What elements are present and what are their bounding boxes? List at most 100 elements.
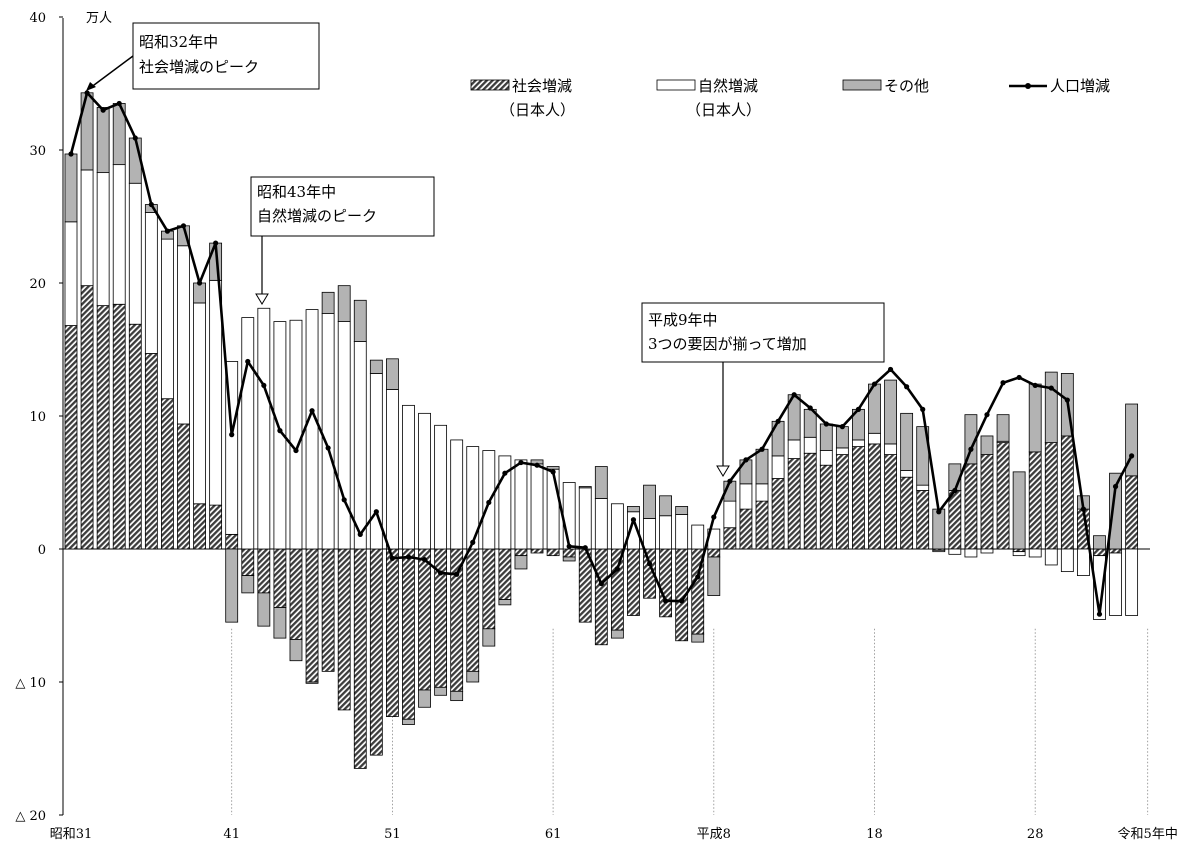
bar-other <box>1109 472 1122 550</box>
line-point <box>646 561 653 567</box>
bar-stack <box>289 319 303 662</box>
bar-other <box>707 556 721 596</box>
annotation-arrowhead-three-factors <box>716 465 730 477</box>
bar-natural <box>241 317 255 550</box>
x-tick-label: 平成8 <box>697 827 731 842</box>
bar-social <box>1125 475 1139 550</box>
line-point <box>887 366 894 373</box>
bar-natural <box>819 450 833 466</box>
bar-stack <box>964 414 978 558</box>
bar-other <box>755 448 769 485</box>
bar-other <box>305 681 319 684</box>
bar-other <box>835 426 849 449</box>
annotation-arrowhead-social-peak <box>86 82 96 91</box>
line-point <box>759 446 765 452</box>
bar-natural <box>964 548 978 558</box>
annotation-box-social-peak <box>132 22 320 90</box>
bar-natural <box>852 439 865 447</box>
bar-natural <box>80 169 94 287</box>
bar-stack <box>627 506 640 616</box>
bar-social <box>627 548 640 616</box>
bar-natural <box>578 487 592 550</box>
bar-other <box>450 690 464 702</box>
bar-social <box>305 548 319 683</box>
bar-other <box>691 633 705 643</box>
bar-social <box>1109 548 1122 554</box>
bar-social <box>128 323 142 550</box>
bar-other <box>257 592 271 627</box>
bar-stack <box>675 506 689 642</box>
bar-natural <box>337 321 351 550</box>
line-point <box>1000 380 1006 386</box>
bar-social <box>514 548 528 557</box>
line-point <box>245 358 251 365</box>
bar-natural <box>1060 548 1074 573</box>
bar-stack <box>1028 383 1042 558</box>
bar-social <box>482 548 496 630</box>
bar-natural <box>530 463 544 550</box>
line-point <box>180 223 187 229</box>
bar-stack <box>755 448 769 550</box>
line-point <box>293 447 299 454</box>
line-point <box>1096 611 1103 617</box>
bar-social <box>161 398 174 550</box>
bar-other <box>1012 471 1026 550</box>
line-point <box>470 539 476 545</box>
bar-other <box>193 282 206 304</box>
line-point <box>1032 382 1038 389</box>
bar-natural <box>273 321 287 550</box>
legend-swatch-social <box>470 79 510 91</box>
bar-other <box>1125 403 1139 477</box>
legend-label-social: 社会増減 <box>512 77 572 95</box>
bar-social <box>1093 548 1106 557</box>
bar-natural <box>723 500 737 529</box>
bar-social <box>418 548 431 691</box>
bar-other <box>610 629 624 639</box>
line-point <box>904 384 910 390</box>
bar-stack <box>707 528 721 596</box>
bar-other <box>1044 371 1058 443</box>
bar-other <box>659 495 672 517</box>
line-point <box>855 406 862 412</box>
bar-stack <box>948 463 962 555</box>
bar-stack <box>771 420 785 550</box>
legend-item-other: その他 <box>842 77 929 95</box>
bar-other <box>273 607 287 639</box>
bar-natural <box>305 309 319 550</box>
bar-natural <box>932 549 946 553</box>
x-tick-label: 18 <box>866 827 883 842</box>
bar-stack <box>643 484 656 599</box>
y-tick-label: 40 <box>29 11 46 26</box>
bar-stack <box>852 408 865 550</box>
legend-swatch-other <box>842 79 882 91</box>
bar-stack <box>900 412 914 550</box>
bar-natural <box>177 245 190 425</box>
bar-natural <box>948 548 962 555</box>
line-point <box>1129 453 1135 459</box>
bar-other <box>514 555 528 570</box>
bar-other <box>996 414 1010 442</box>
line-point <box>116 100 122 107</box>
x-axis-guides <box>231 628 1149 815</box>
annotation-natural-peak-line2: 自然増減のピーク <box>257 207 377 225</box>
bar-natural <box>1012 551 1026 557</box>
bar-stack <box>996 414 1010 550</box>
line-point <box>598 580 604 587</box>
bar-stack <box>1125 403 1139 616</box>
bar-stack <box>385 358 399 717</box>
bar-stack <box>1109 472 1122 616</box>
bar-natural <box>209 279 223 506</box>
annotation-arrowhead-natural-peak <box>255 293 269 305</box>
bar-natural <box>900 470 914 478</box>
bar-social <box>225 533 239 550</box>
legend-label-other: その他 <box>884 77 929 95</box>
bar-natural <box>643 518 656 550</box>
bar-stack <box>112 103 126 550</box>
legend-sublabel-natural: （日本人） <box>686 101 761 119</box>
line-point <box>614 566 620 572</box>
bar-social <box>996 442 1010 550</box>
line-point <box>984 412 990 418</box>
bar-stack <box>546 466 560 557</box>
line-point <box>743 457 749 463</box>
bar-natural <box>514 459 528 550</box>
